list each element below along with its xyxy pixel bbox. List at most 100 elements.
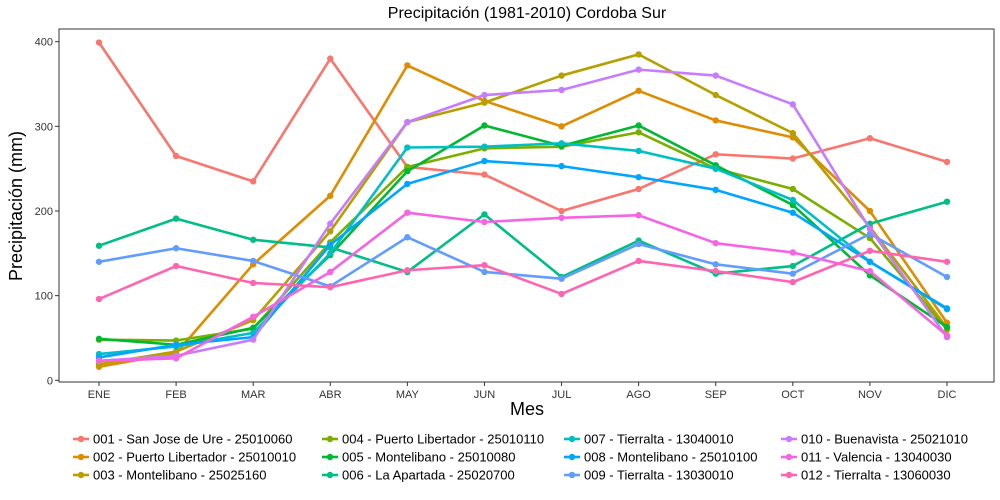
data-point bbox=[866, 135, 874, 142]
data-point bbox=[712, 91, 719, 99]
data-point bbox=[558, 140, 565, 147]
data-point bbox=[943, 332, 951, 339]
chart-title: Precipitación (1981-2010) Cordoba Sur bbox=[388, 5, 667, 22]
legend-swatch-point bbox=[77, 471, 85, 479]
legend-swatch-point bbox=[326, 453, 334, 461]
data-point bbox=[95, 39, 103, 46]
y-axis-label: Precipitación (mm) bbox=[6, 131, 26, 281]
data-point bbox=[712, 261, 719, 268]
data-point bbox=[789, 185, 797, 193]
data-point bbox=[789, 209, 797, 216]
data-point bbox=[172, 245, 180, 252]
series-line bbox=[98, 232, 948, 288]
data-point bbox=[404, 144, 411, 151]
x-tick-label: JUN bbox=[474, 389, 495, 401]
legend-item: 005 - Montelibano - 25010080 bbox=[322, 450, 515, 465]
legend-item: 008 - Montelibano - 25010100 bbox=[564, 450, 757, 465]
series-line bbox=[98, 249, 948, 301]
data-point bbox=[481, 122, 488, 129]
data-point bbox=[481, 143, 488, 150]
data-point bbox=[635, 212, 642, 219]
data-point bbox=[943, 198, 951, 205]
data-point bbox=[327, 283, 334, 291]
legend-item: 001 - San Jose de Ure - 25010060 bbox=[73, 432, 292, 447]
data-point bbox=[249, 178, 257, 185]
series-line bbox=[98, 159, 948, 359]
x-tick-label: MAR bbox=[241, 389, 266, 401]
data-point bbox=[866, 247, 874, 254]
data-point bbox=[249, 336, 257, 343]
data-point bbox=[558, 207, 565, 215]
legend-label: 008 - Montelibano - 25010100 bbox=[584, 450, 757, 465]
series-line bbox=[98, 68, 949, 363]
legend-label: 012 - Tierralta - 13060030 bbox=[801, 468, 951, 483]
legend-label: 004 - Puerto Libertador - 25010110 bbox=[342, 432, 544, 447]
data-point bbox=[712, 151, 719, 158]
data-point bbox=[327, 228, 334, 235]
series-line bbox=[98, 53, 949, 366]
legend-swatch-point bbox=[77, 435, 85, 443]
data-point bbox=[95, 357, 103, 365]
y-tick-label: 0 bbox=[47, 375, 53, 387]
legend-swatch-point bbox=[785, 435, 793, 443]
data-point bbox=[789, 270, 797, 277]
data-point bbox=[558, 162, 565, 170]
data-point bbox=[789, 101, 797, 108]
data-point bbox=[172, 341, 180, 348]
series-layer bbox=[95, 39, 951, 370]
data-point bbox=[172, 215, 180, 222]
y-tick-label: 100 bbox=[35, 291, 53, 303]
legend-item: 002 - Puerto Libertador - 25010010 bbox=[73, 450, 296, 465]
legend-item: 006 - La Apartada - 25020700 bbox=[322, 468, 515, 483]
x-tick-label: SEP bbox=[705, 389, 727, 401]
data-point bbox=[789, 249, 797, 256]
legend-label: 002 - Puerto Libertador - 25010010 bbox=[93, 450, 296, 465]
data-point bbox=[712, 165, 719, 172]
data-point bbox=[481, 99, 488, 106]
data-point bbox=[95, 258, 103, 265]
data-point bbox=[327, 220, 334, 227]
legend-swatch-point bbox=[785, 471, 793, 479]
legend-item: 012 - Tierralta - 13060030 bbox=[781, 468, 951, 483]
data-point bbox=[866, 267, 874, 275]
data-point bbox=[404, 180, 411, 188]
data-point bbox=[404, 267, 411, 274]
x-tick-label: OCT bbox=[781, 389, 805, 401]
data-point bbox=[635, 122, 642, 129]
series-12 bbox=[95, 247, 951, 303]
data-point bbox=[943, 158, 951, 166]
data-point bbox=[943, 323, 951, 331]
data-point bbox=[635, 129, 642, 136]
data-point bbox=[249, 236, 257, 243]
data-point bbox=[558, 275, 565, 282]
data-point bbox=[249, 257, 257, 265]
x-axis: ENE FEB MAR ABR MAY JUN JUL AGO SEP OCT NOV DIC bbox=[88, 382, 957, 401]
data-point bbox=[95, 335, 103, 343]
data-point bbox=[635, 87, 642, 94]
data-point bbox=[249, 279, 257, 287]
data-point bbox=[481, 171, 488, 178]
legend-label: 007 - Tierralta - 13040010 bbox=[584, 432, 734, 447]
data-point bbox=[481, 218, 488, 226]
legend-label: 001 - San Jose de Ure - 25010060 bbox=[93, 432, 292, 447]
legend-swatch-point bbox=[568, 435, 576, 443]
data-point bbox=[712, 117, 719, 124]
data-point bbox=[558, 72, 565, 79]
data-point bbox=[558, 214, 565, 221]
data-point bbox=[172, 152, 180, 160]
data-point bbox=[712, 267, 719, 275]
legend-swatch-point bbox=[568, 471, 576, 479]
data-point bbox=[789, 129, 797, 137]
x-tick-label: AGO bbox=[626, 389, 651, 401]
series-8 bbox=[95, 157, 951, 361]
data-point bbox=[172, 262, 180, 270]
data-point bbox=[172, 355, 180, 362]
data-point bbox=[635, 173, 642, 181]
series-line bbox=[98, 141, 948, 356]
data-point bbox=[481, 211, 488, 218]
series-line bbox=[97, 41, 948, 213]
data-point bbox=[481, 261, 488, 269]
data-point bbox=[789, 278, 797, 286]
legend-item: 003 - Montelibano - 25025160 bbox=[73, 468, 266, 483]
